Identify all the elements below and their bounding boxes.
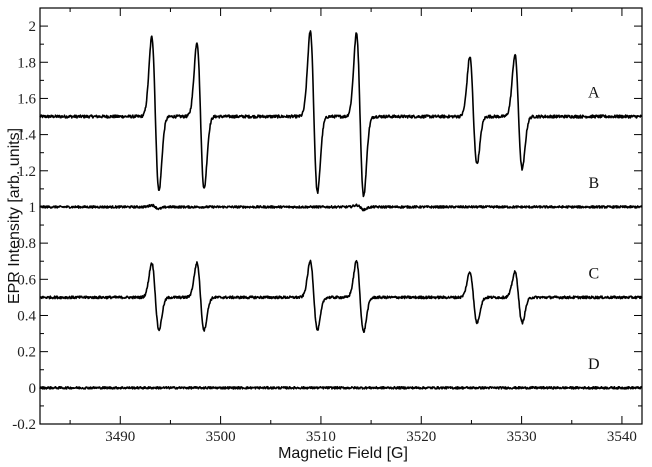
x-tick-label: 3510 <box>306 429 336 445</box>
series-layer <box>39 30 643 390</box>
plot-frame <box>39 7 643 425</box>
y-tick-label: 1.6 <box>17 91 36 107</box>
y-tick-label: 0.2 <box>17 345 36 361</box>
x-tick-label: 3490 <box>105 429 135 445</box>
y-axis-label: EPR Intensity [arb. units] <box>6 128 23 304</box>
series-line-B <box>39 203 643 212</box>
y-tick-label: 1 <box>29 200 37 216</box>
y-tick-label: 0.6 <box>17 272 36 288</box>
series-label-A: A <box>588 85 600 102</box>
series-label-B: B <box>589 175 600 192</box>
y-tick-label: 1.2 <box>17 164 36 180</box>
series-label-C: C <box>589 265 600 282</box>
axis-ticks: 3490 3500 3510 3520 3530 3540 -0.2 0 0.2 0.4 0.6 0.… <box>12 8 642 445</box>
y-tick-label: 0.8 <box>17 236 36 252</box>
y-tick-label: 1.8 <box>17 55 36 71</box>
x-tick-label: 3530 <box>507 429 537 445</box>
x-tick-label: 3520 <box>406 429 436 445</box>
y-tick-label: 2 <box>29 19 37 35</box>
series-label-D: D <box>588 356 600 373</box>
series-line-D <box>39 385 643 390</box>
y-tick-label: 0 <box>29 381 37 397</box>
x-tick-label: 3540 <box>607 429 637 445</box>
x-axis-label: Magnetic Field [G] <box>278 445 408 462</box>
y-tick-label: -0.2 <box>12 417 36 433</box>
series-line-A <box>39 30 643 198</box>
x-tick-label: 3500 <box>206 429 236 445</box>
labels-layer: A B C D <box>588 85 600 373</box>
series-line-C <box>39 259 643 334</box>
y-tick-label: 1.4 <box>17 128 36 144</box>
y-tick-label: 0.4 <box>17 308 36 324</box>
